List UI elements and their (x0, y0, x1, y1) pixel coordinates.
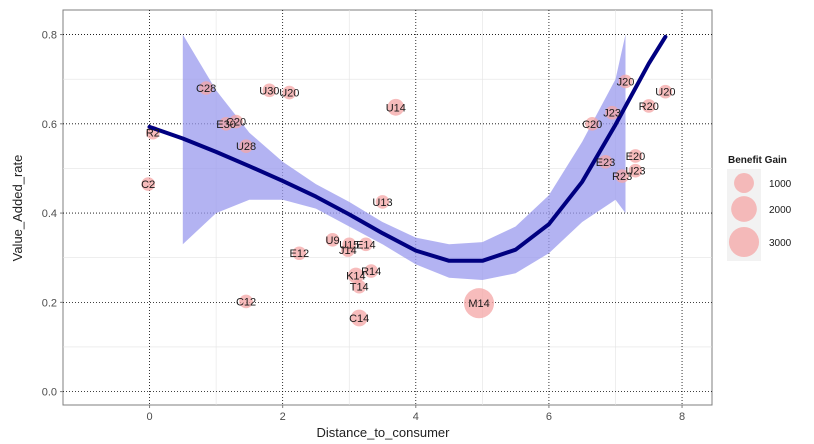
point-label: U14 (386, 102, 406, 114)
point-label: C20 (582, 119, 602, 131)
data-point (341, 243, 355, 257)
x-axis-title: Distance_to_consumer (317, 425, 451, 440)
data-point (239, 294, 253, 309)
confidence-band-area (182, 34, 626, 280)
legend-label: 2000 (769, 205, 792, 216)
point-label: C14 (349, 313, 369, 325)
y-axis-title: Value_Added_rate (10, 155, 25, 262)
point-label: E20 (626, 151, 646, 163)
y-axis-ticks: 0.0 0.2 0.4 0.6 0.8 (42, 30, 63, 399)
point-label: C12 (236, 296, 256, 308)
point-label: R14 (361, 266, 381, 278)
legend-label: 3000 (769, 238, 792, 249)
data-point (605, 105, 619, 120)
x-tick-label: 4 (413, 411, 419, 423)
legend-key (734, 173, 754, 193)
point-label: E23 (596, 157, 616, 169)
data-point (282, 85, 297, 100)
data-point (219, 117, 233, 131)
point-label: U15 (339, 239, 359, 251)
point-label: E30 (216, 119, 236, 131)
scatter-points (141, 74, 673, 327)
data-point (658, 84, 673, 99)
point-label: E12 (290, 248, 310, 260)
x-tick-label: 2 (280, 411, 286, 423)
data-point (463, 288, 495, 319)
legend-label: 1000 (769, 179, 792, 190)
point-label: R23 (612, 171, 632, 183)
point-label: C20 (226, 117, 246, 129)
x-axis-ticks: 0 2 4 6 8 (146, 405, 685, 423)
point-label: R20 (639, 101, 659, 113)
legend-key (728, 226, 760, 258)
y-tick-label: 0.4 (42, 208, 57, 220)
data-point (141, 177, 156, 191)
data-point (292, 246, 307, 261)
point-label: T14 (350, 282, 369, 294)
x-tick-label: 6 (546, 411, 552, 423)
data-point (359, 237, 373, 252)
y-tick-label: 0.2 (42, 297, 57, 309)
data-point (618, 74, 633, 89)
confidence-band (182, 34, 626, 280)
data-point (598, 154, 613, 169)
legend: Benefit Gain 1000 2000 3000 (727, 155, 792, 261)
point-label: U23 (625, 166, 645, 178)
data-point (239, 139, 253, 153)
point-label: U30 (259, 85, 279, 97)
point-label: K14 (346, 271, 366, 283)
data-point (641, 99, 656, 113)
point-label: M14 (468, 298, 489, 310)
smooth-curve (147, 34, 668, 263)
point-label: U9 (326, 235, 340, 247)
data-point (199, 81, 213, 95)
x-tick-label: 0 (146, 411, 152, 423)
y-tick-label: 0.0 (42, 387, 57, 399)
data-point (352, 279, 367, 294)
point-label: C2 (141, 179, 155, 191)
point-label: U13 (372, 197, 392, 209)
y-tick-label: 0.6 (42, 119, 57, 131)
data-point (262, 83, 277, 98)
data-point (375, 195, 390, 209)
data-point (615, 169, 629, 183)
data-point (387, 98, 405, 116)
data-point (364, 264, 379, 278)
point-label: U20 (655, 87, 675, 99)
point-label: U28 (236, 141, 256, 153)
point-label: C28 (196, 83, 216, 95)
point-label: J14 (339, 245, 357, 257)
data-point (585, 117, 599, 131)
point-label: J23 (603, 108, 621, 120)
data-point (628, 163, 643, 178)
point-label: E14 (356, 239, 376, 251)
legend-key (731, 196, 757, 222)
point-label: J20 (617, 76, 635, 88)
data-point (347, 267, 364, 284)
smooth-line (147, 34, 668, 263)
data-point (628, 149, 643, 163)
data-point (350, 309, 368, 327)
y-tick-label: 0.8 (42, 30, 57, 42)
legend-title: Benefit Gain (728, 155, 787, 166)
x-tick-label: 8 (679, 411, 685, 423)
point-label: U20 (279, 88, 299, 100)
data-point (325, 233, 340, 247)
point-label: R2 (146, 128, 160, 140)
